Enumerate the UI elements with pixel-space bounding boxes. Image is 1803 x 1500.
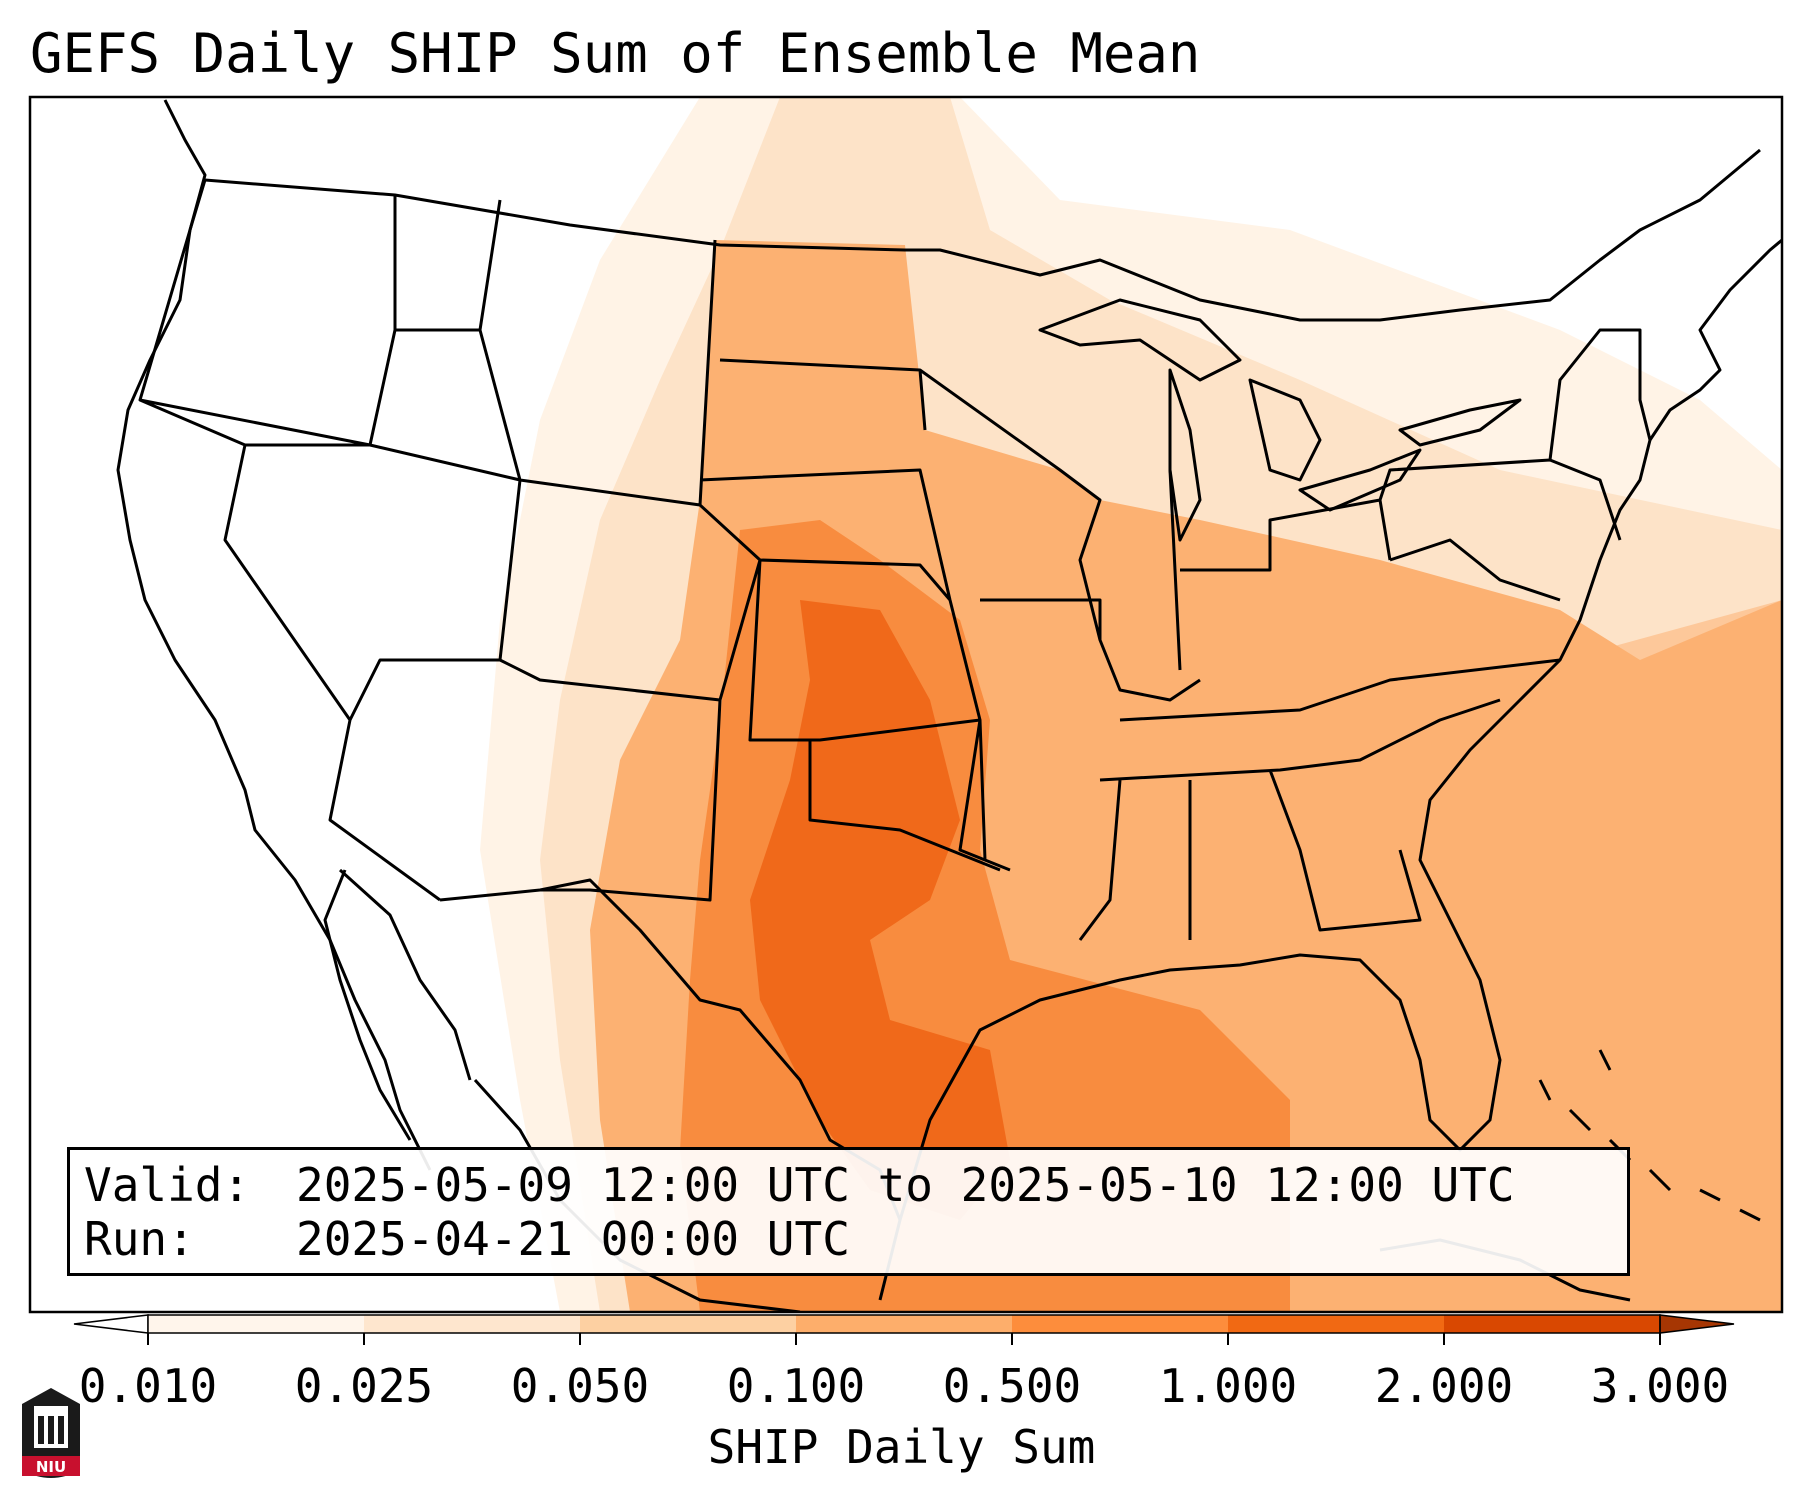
northeast-coastline: [1648, 238, 1782, 441]
colorbar-min-extend: [73, 1314, 149, 1334]
colorbar-tick-label: 0.500: [943, 1359, 1081, 1413]
colorbar-segment-6: [1228, 1315, 1444, 1333]
valid-row: Valid: 2025-05-09 12:00 UTC to 2025-05-10…: [84, 1158, 1613, 1212]
colorbar-ticks: [147, 1333, 1661, 1345]
us-canada-border: [204, 148, 1761, 322]
run-label: Run:: [84, 1212, 195, 1266]
valid-value: 2025-05-09 12:00 UTC to 2025-05-10 12:00…: [296, 1158, 1515, 1212]
valid-label: Valid:: [84, 1158, 251, 1212]
map-frame: [28, 95, 1784, 1314]
baja-coastline: [323, 868, 472, 1141]
colorbar-segment-3: [580, 1315, 796, 1333]
valid-run-infobox: Valid: 2025-05-09 12:00 UTC to 2025-05-10…: [67, 1147, 1630, 1276]
shading-level-6: [750, 600, 1010, 1220]
great-lakes: [1038, 298, 1522, 542]
colorbar-outline: [147, 1314, 1661, 1334]
colorbar-segment-4: [796, 1315, 1012, 1333]
colorbar-segment-2: [364, 1315, 580, 1333]
run-value: 2025-04-21 00:00 UTC: [296, 1212, 850, 1266]
state-lines: [138, 179, 1652, 941]
colorbar-label: SHIP Daily Sum: [707, 1420, 1096, 1474]
colorbar-segment-5: [1012, 1315, 1228, 1333]
colorbar-tick-label: 0.010: [79, 1359, 217, 1413]
colorbar-segment-1: [148, 1315, 364, 1333]
probability-fill-layer: [480, 97, 1782, 1312]
west-coastline: [116, 99, 432, 1171]
colorbar-tick-label: 0.050: [511, 1359, 649, 1413]
logo-text: NIU: [36, 1458, 66, 1476]
run-row: Run: 2025-04-21 00:00 UTC: [84, 1212, 1613, 1266]
colorbar-tick-label: 0.025: [295, 1359, 433, 1413]
colorbar-segment-7: [1444, 1315, 1660, 1333]
colorbar-tick-label: 1.000: [1159, 1359, 1297, 1413]
colorbar-tick-label: 0.100: [727, 1359, 865, 1413]
colorbar-tick-label: 3.000: [1591, 1359, 1729, 1413]
colorbar: 0.010 0.025 0.050 0.100 0.500 1.000 2.00…: [73, 1314, 1735, 1413]
colorbar-tick-label: 2.000: [1375, 1359, 1513, 1413]
niu-logo: NIU: [22, 1388, 80, 1478]
colorbar-max-extend: [1659, 1314, 1735, 1334]
map-title: GEFS Daily SHIP Sum of Ensemble Mean: [30, 22, 1201, 85]
